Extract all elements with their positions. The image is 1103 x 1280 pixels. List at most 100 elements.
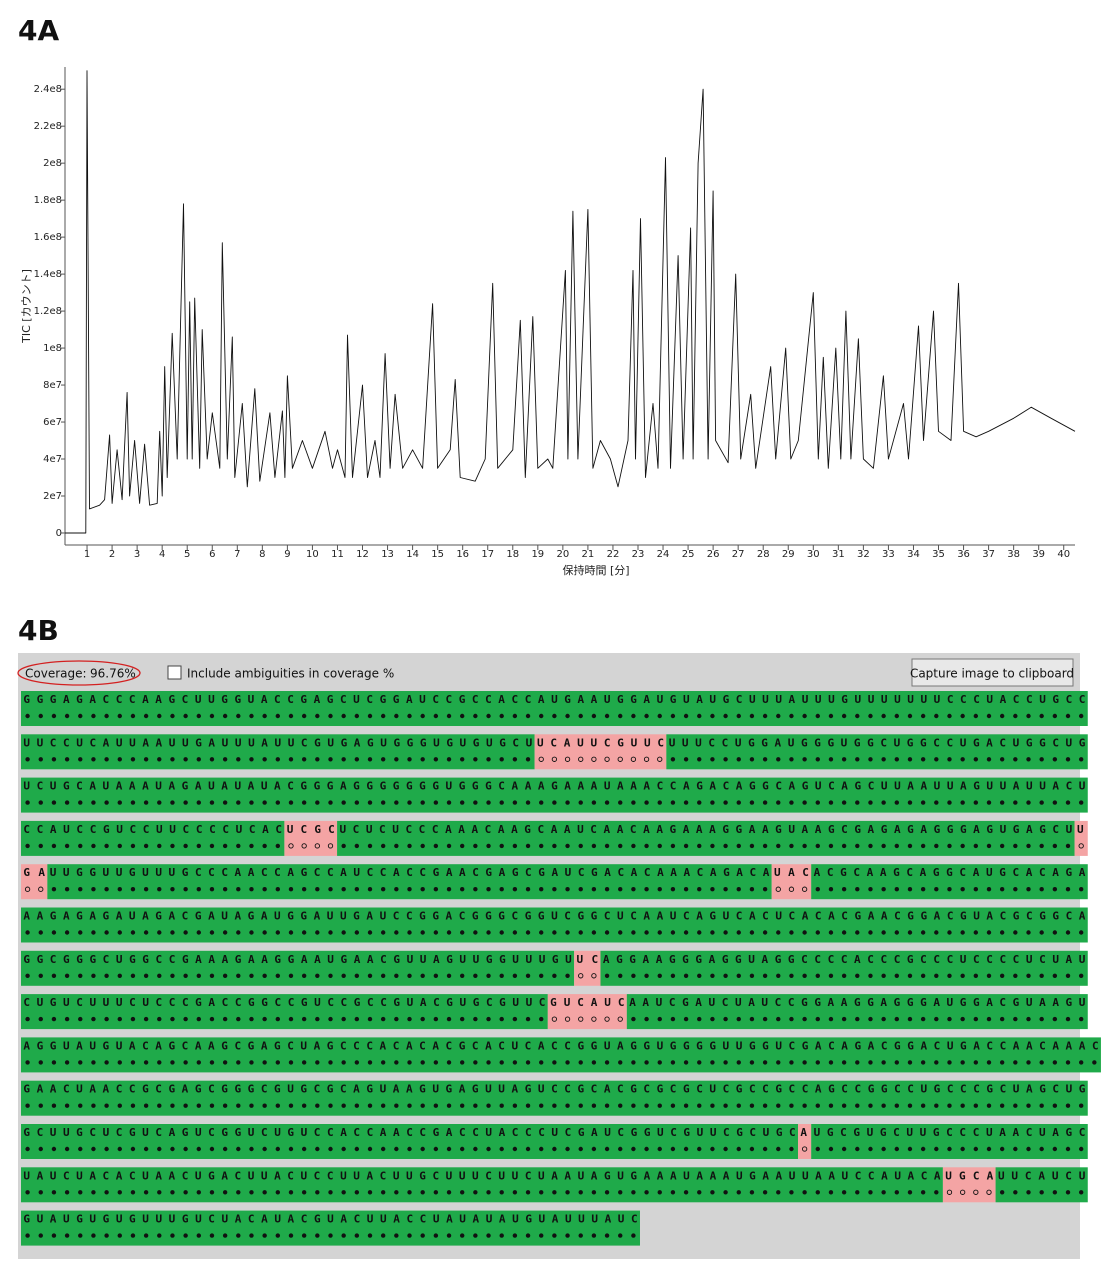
coverage-dot bbox=[486, 1016, 491, 1022]
coverage-dot bbox=[170, 887, 175, 892]
coverage-dot bbox=[1039, 1060, 1044, 1065]
y-tick-label: 1.4e8 bbox=[34, 269, 62, 280]
coverage-dot bbox=[881, 843, 886, 849]
coverage-dot bbox=[433, 1146, 439, 1152]
coverage-dot bbox=[631, 1146, 636, 1152]
checkbox[interactable] bbox=[167, 665, 182, 680]
x-tick-label: 16 bbox=[456, 549, 469, 560]
x-tick-label: 34 bbox=[907, 549, 920, 560]
sequence-text: AAGAGAGAUAGACGAUAGAUGGAUUGAUCCGGACGGGCGG… bbox=[23, 910, 1085, 923]
coverage-dot bbox=[881, 887, 886, 892]
coverage-dot bbox=[894, 973, 900, 978]
coverage-dot bbox=[24, 886, 31, 892]
coverage-dot bbox=[802, 1190, 807, 1195]
coverage-dot bbox=[841, 930, 847, 935]
coverage-dot bbox=[157, 887, 162, 892]
coverage-dot bbox=[394, 1190, 399, 1195]
coverage-dot bbox=[644, 713, 649, 719]
x-tick-label: 12 bbox=[356, 549, 369, 560]
x-tick-label: 6 bbox=[209, 549, 215, 560]
coverage-dot bbox=[723, 973, 728, 978]
coverage-dot bbox=[986, 713, 992, 719]
coverage-dot bbox=[986, 1060, 992, 1065]
coverage-dot bbox=[354, 843, 360, 849]
coverage-dot bbox=[486, 1146, 491, 1152]
coverage-dot bbox=[828, 843, 834, 849]
coverage-dot bbox=[170, 973, 175, 978]
coverage-dot bbox=[183, 930, 188, 935]
coverage-dot bbox=[183, 843, 188, 849]
coverage-dot bbox=[512, 930, 518, 935]
coverage-dot bbox=[459, 973, 465, 978]
coverage-dot bbox=[1013, 887, 1018, 892]
coverage-dot bbox=[143, 973, 149, 978]
coverage-dot bbox=[855, 713, 860, 719]
coverage-dot bbox=[301, 887, 307, 892]
coverage-dot bbox=[315, 1016, 320, 1022]
coverage-dot bbox=[960, 1103, 965, 1108]
coverage-dot bbox=[394, 887, 399, 892]
coverage-dot bbox=[78, 1016, 83, 1022]
x-tick-label: 35 bbox=[932, 549, 945, 560]
coverage-dot bbox=[539, 1103, 544, 1108]
sequence-text: UUGGUUGUUUGCCCAACCAGCCAUCCACCGAACGAGCGAU… bbox=[50, 866, 770, 879]
coverage-dot bbox=[236, 713, 241, 719]
coverage-dot bbox=[999, 1016, 1005, 1022]
coverage-dot bbox=[644, 843, 649, 849]
coverage-dot bbox=[960, 1060, 965, 1065]
coverage-dot bbox=[1013, 1060, 1018, 1065]
coverage-dot bbox=[38, 713, 43, 719]
coverage-dot bbox=[64, 1233, 70, 1238]
coverage-dot bbox=[367, 800, 373, 805]
coverage-dot bbox=[512, 1103, 518, 1108]
coverage-dot bbox=[578, 973, 584, 979]
coverage-dot bbox=[433, 973, 439, 978]
coverage-dot bbox=[380, 1233, 386, 1238]
coverage-dot bbox=[552, 973, 557, 978]
coverage-dot bbox=[170, 1103, 175, 1108]
coverage-dot bbox=[525, 1190, 531, 1195]
coverage-dot bbox=[604, 1016, 610, 1022]
coverage-dot bbox=[433, 800, 439, 805]
coverage-dot bbox=[815, 1016, 820, 1022]
coverage-dot bbox=[222, 1016, 228, 1022]
coverage-dot bbox=[815, 973, 820, 978]
coverage-dot bbox=[78, 887, 83, 892]
coverage-dot bbox=[222, 930, 228, 935]
coverage-dot bbox=[697, 973, 702, 978]
coverage-dot bbox=[604, 973, 610, 978]
y-tick-label: 2.2e8 bbox=[34, 121, 62, 132]
coverage-dot bbox=[170, 757, 175, 762]
coverage-dot bbox=[157, 713, 162, 719]
coverage-dot bbox=[828, 757, 834, 762]
coverage-dot bbox=[446, 1016, 452, 1022]
coverage-dot bbox=[762, 1103, 768, 1108]
coverage-dot bbox=[183, 713, 188, 719]
x-tick-label: 31 bbox=[832, 549, 845, 560]
coverage-dot bbox=[380, 1103, 386, 1108]
coverage-dot bbox=[749, 1103, 755, 1108]
coverage-dot bbox=[920, 1060, 926, 1065]
coverage-dot bbox=[578, 843, 583, 849]
x-tick-label: 20 bbox=[556, 549, 569, 560]
coverage-dot bbox=[736, 973, 741, 978]
capture-button[interactable] bbox=[911, 658, 1074, 687]
coverage-dot bbox=[249, 1103, 254, 1108]
coverage-dot bbox=[920, 973, 926, 978]
coverage-dot bbox=[604, 713, 610, 719]
coverage-dot bbox=[670, 973, 676, 978]
coverage-dot bbox=[841, 1060, 847, 1065]
coverage-dot bbox=[802, 1016, 807, 1022]
x-tick-label: 3 bbox=[134, 549, 140, 560]
coverage-dot bbox=[407, 1233, 412, 1238]
sequence-text: GAACUAACCGCGAGCGGGCGUGCGCAGUAAGUGAGUUAGU… bbox=[23, 1083, 1085, 1096]
coverage-dot bbox=[697, 757, 702, 762]
coverage-dot bbox=[1052, 930, 1058, 935]
coverage-dot bbox=[789, 1103, 794, 1108]
coverage-dot bbox=[288, 1060, 294, 1065]
coverage-dot bbox=[486, 887, 491, 892]
coverage-dot bbox=[486, 1103, 491, 1108]
x-tick-label: 10 bbox=[306, 549, 319, 560]
